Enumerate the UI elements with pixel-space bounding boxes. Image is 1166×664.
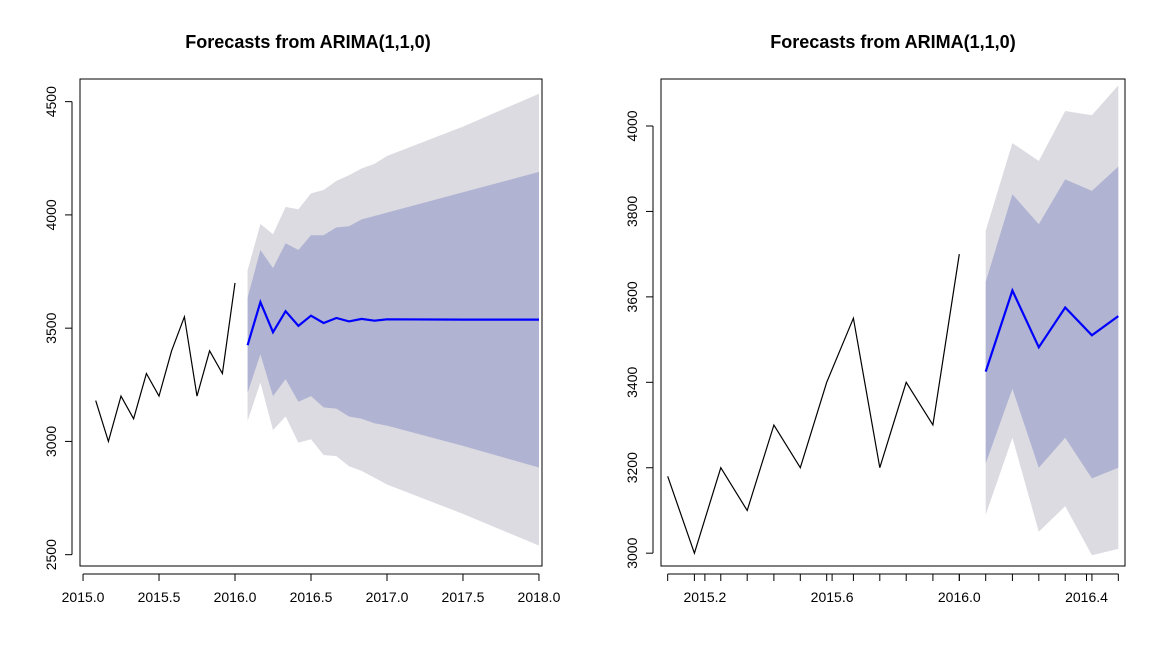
x-tick-label: 2015.0 xyxy=(62,589,105,605)
chart-title: Forecasts from ARIMA(1,1,0) xyxy=(770,32,1015,52)
x-tick-label: 2016.5 xyxy=(290,589,333,605)
chart-panel-left: Forecasts from ARIMA(1,1,0) 2015.0 2015.5 2… xyxy=(43,32,561,605)
observed-series-line xyxy=(95,282,236,444)
forecast-series-line xyxy=(984,287,1119,372)
y-tick-label: 3600 xyxy=(624,281,640,312)
chart-title: Forecasts from ARIMA(1,1,0) xyxy=(185,32,430,52)
y-tick-label: 3500 xyxy=(43,312,59,343)
y-tick-label: 2500 xyxy=(43,539,59,570)
x-tick-label: 2016.0 xyxy=(214,589,257,605)
x-tick-label: 2016.0 xyxy=(938,589,981,605)
plot-frame xyxy=(79,78,543,567)
y-tick-label: 4000 xyxy=(43,199,59,230)
x-tick-label: 2015.5 xyxy=(138,589,181,605)
x-tick-label: 2015.2 xyxy=(683,589,726,605)
y-tick-label: 3000 xyxy=(624,537,640,568)
plot-frame xyxy=(660,78,1126,567)
y-tick-label: 3400 xyxy=(624,367,640,398)
prediction-interval-80 xyxy=(985,166,1119,479)
y-tick-label: 4500 xyxy=(43,86,59,117)
x-tick-label: 2017.0 xyxy=(366,589,409,605)
x-tick-label: 2018.0 xyxy=(518,589,561,605)
y-tick-label: 3200 xyxy=(624,452,640,483)
forecast-series-line xyxy=(246,298,539,346)
y-tick-label: 3800 xyxy=(624,196,640,227)
observed-series-line xyxy=(667,254,960,556)
chart-panel-right: Forecasts from ARIMA(1,1,0) 2015.2 2015.6 2… xyxy=(624,32,1126,605)
y-tick-label: 3000 xyxy=(43,426,59,457)
x-tick-label: 2015.6 xyxy=(811,589,854,605)
x-tick-label: 2016.4 xyxy=(1065,589,1108,605)
x-tick-label: 2017.5 xyxy=(442,589,485,605)
y-tick-label: 4000 xyxy=(624,110,640,141)
